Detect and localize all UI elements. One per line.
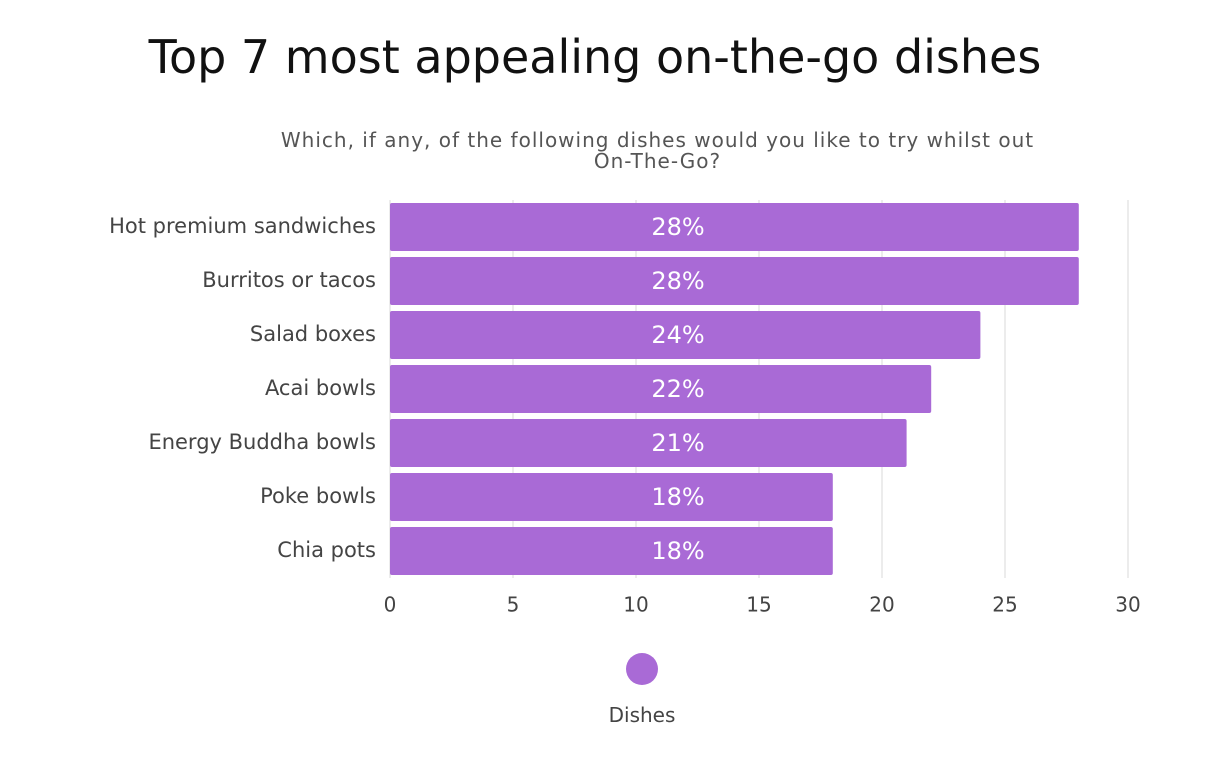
bar-value-label: 18% <box>651 483 704 511</box>
legend-label: Dishes <box>608 703 676 727</box>
bar-value-label: 28% <box>651 213 704 241</box>
chart-subtitle: Which, if any, of the following dishes w… <box>280 128 1035 173</box>
bar-value-label: 18% <box>651 537 704 565</box>
bar <box>390 527 833 575</box>
bar-value-label: 21% <box>651 429 704 457</box>
x-tick-label: 10 <box>623 593 648 617</box>
category-label: Salad boxes <box>250 322 376 346</box>
bar <box>390 365 932 413</box>
bar <box>390 257 1079 305</box>
x-tick-label: 15 <box>746 593 771 617</box>
category-label: Poke bowls <box>260 484 376 508</box>
bar <box>390 311 981 359</box>
chart-title: Top 7 most appealing on-the-go dishes <box>148 30 1042 84</box>
bar-value-label: 28% <box>651 267 704 295</box>
x-tick-label: 30 <box>1115 593 1140 617</box>
bar <box>390 203 1079 251</box>
category-label: Chia pots <box>277 538 376 562</box>
bar <box>390 419 907 467</box>
bar <box>390 473 833 521</box>
x-tick-label: 0 <box>384 593 397 617</box>
category-label: Burritos or tacos <box>202 268 376 292</box>
x-tick-label: 20 <box>869 593 894 617</box>
category-label: Energy Buddha bowls <box>148 430 376 454</box>
x-tick-label: 5 <box>507 593 520 617</box>
x-tick-label: 25 <box>992 593 1017 617</box>
bar-value-label: 22% <box>651 375 704 403</box>
category-label: Acai bowls <box>265 376 376 400</box>
bar-chart: 28% Hot premium sandwiches 28% Burritos or … <box>109 200 1141 617</box>
bar-value-label: 24% <box>651 321 704 349</box>
legend-marker <box>626 653 658 685</box>
category-label: Hot premium sandwiches <box>109 214 376 238</box>
